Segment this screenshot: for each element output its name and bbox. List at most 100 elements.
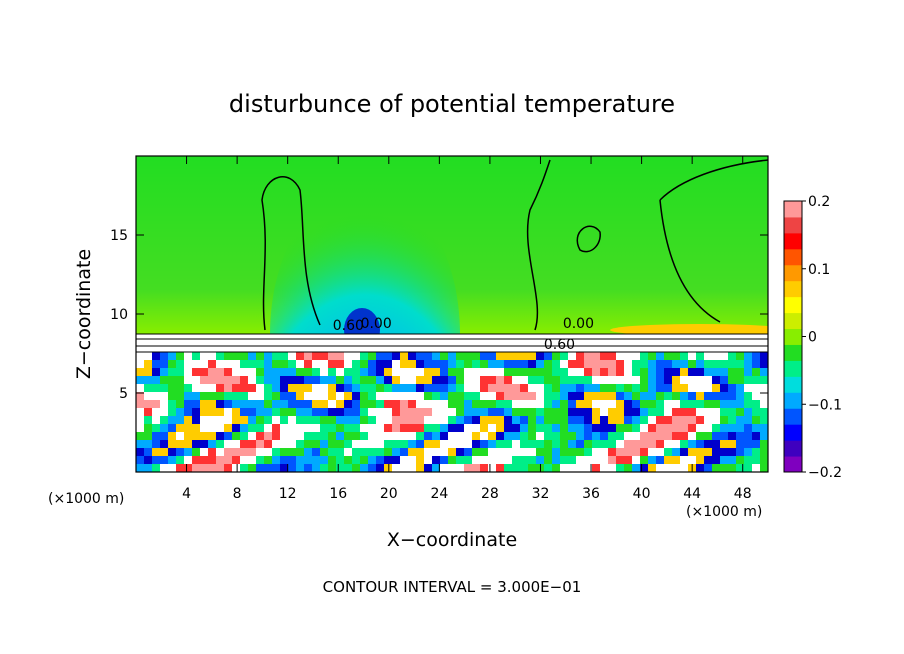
field-cell (552, 376, 560, 384)
field-cell (648, 464, 656, 472)
field-cell (488, 448, 496, 456)
field-cell (280, 408, 288, 416)
field-cell (312, 456, 320, 464)
field-cell (256, 384, 264, 392)
field-cell (408, 432, 416, 440)
x-tick-label: 44 (683, 486, 701, 502)
field-cell (344, 400, 352, 408)
x-tick-label: 12 (279, 486, 297, 502)
field-cell (520, 440, 528, 448)
field-cell (152, 456, 160, 464)
field-cell (680, 416, 688, 424)
field-cell (744, 464, 752, 472)
field-cell (272, 392, 280, 400)
field-cell (536, 456, 544, 464)
field-cell (136, 408, 144, 416)
field-cell (432, 456, 440, 464)
field-cell (720, 368, 728, 376)
contour-label: 0.60 (333, 318, 364, 334)
field-cell (152, 368, 160, 376)
field-cell (352, 432, 360, 440)
field-cell (384, 376, 392, 384)
field-cell (272, 400, 280, 408)
field-cell (160, 416, 168, 424)
field-cell (264, 424, 272, 432)
field-cell (296, 400, 304, 408)
field-cell (712, 376, 720, 384)
field-cell (632, 408, 640, 416)
field-cell (352, 448, 360, 456)
field-cell (728, 352, 736, 360)
field-cell (720, 416, 728, 424)
field-cell (552, 392, 560, 400)
field-cell (200, 432, 208, 440)
field-cell (216, 392, 224, 400)
field-cell (552, 368, 560, 376)
field-cell (168, 464, 176, 472)
field-cell (320, 408, 328, 416)
field-cell (752, 456, 760, 464)
field-cell (688, 392, 696, 400)
field-cell (320, 424, 328, 432)
field-cell (232, 368, 240, 376)
field-cell (160, 400, 168, 408)
field-cell (408, 456, 416, 464)
field-cell (744, 392, 752, 400)
field-cell (520, 424, 528, 432)
field-cell (560, 360, 568, 368)
field-cell (760, 376, 768, 384)
field-cell (216, 352, 224, 360)
field-cell (184, 360, 192, 368)
field-cell (392, 400, 400, 408)
field-cell (432, 440, 440, 448)
field-cell (752, 424, 760, 432)
field-cell (320, 392, 328, 400)
field-cell (760, 432, 768, 440)
field-cell (488, 440, 496, 448)
field-cell (664, 360, 672, 368)
field-cell (528, 424, 536, 432)
field-cell (544, 392, 552, 400)
field-cell (656, 464, 664, 472)
field-cell (736, 424, 744, 432)
field-cell (136, 456, 144, 464)
field-cell (216, 456, 224, 464)
field-cell (528, 448, 536, 456)
field-cell (440, 424, 448, 432)
field-cell (640, 456, 648, 464)
field-cell (456, 464, 464, 472)
field-cell (304, 352, 312, 360)
field-cell (640, 440, 648, 448)
field-cell (208, 360, 216, 368)
field-cell (248, 408, 256, 416)
field-cell (664, 408, 672, 416)
field-cell (256, 432, 264, 440)
field-cell (456, 384, 464, 392)
field-cell (568, 456, 576, 464)
field-cell (224, 392, 232, 400)
field-cell (200, 384, 208, 392)
field-cell (232, 360, 240, 368)
field-cell (744, 424, 752, 432)
colorbar-segment (784, 440, 802, 457)
field-cell (416, 352, 424, 360)
field-cell (336, 352, 344, 360)
x-tick-label: 32 (532, 486, 550, 502)
field-cell (368, 416, 376, 424)
field-cell (424, 408, 432, 416)
field-cell (464, 352, 472, 360)
field-cell (368, 408, 376, 416)
field-cell (640, 408, 648, 416)
field-cell (664, 376, 672, 384)
field-cell (544, 456, 552, 464)
field-cell (320, 368, 328, 376)
field-cell (240, 456, 248, 464)
field-cell (552, 400, 560, 408)
field-cell (760, 384, 768, 392)
field-cell (528, 416, 536, 424)
field-cell (704, 368, 712, 376)
field-cell (696, 352, 704, 360)
field-cell (480, 448, 488, 456)
colorbar-tick-label: −0.2 (808, 465, 842, 481)
field-cell (680, 376, 688, 384)
